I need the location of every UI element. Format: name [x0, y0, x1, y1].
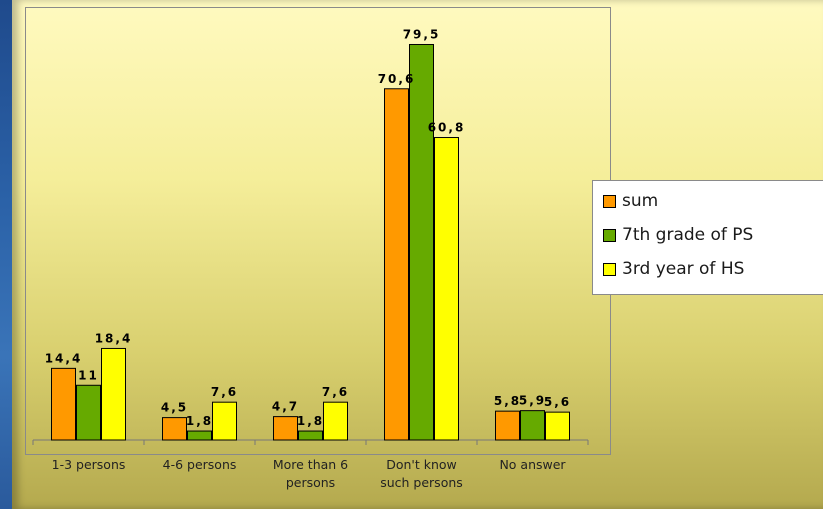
legend-item-sum: sum [603, 188, 658, 214]
chart-axes [32, 439, 589, 445]
legend-label-7th-grade: 7th grade of PS [622, 225, 754, 245]
legend-swatch-sum [603, 194, 616, 208]
x-tick-label-4-6-persons: 4-6 persons [163, 457, 237, 472]
x-tick-label-no-answer: No answer [499, 457, 566, 472]
x-tick-label-more-than-6-persons: More than 6 persons [273, 457, 348, 490]
bar-7th-grade-of-ps-don-t-know-such-persons [409, 43, 434, 441]
chart-x-tick-labels: 1-3 persons 4-6 persons More than 6 persons… [52, 457, 567, 490]
bar-sum-1-3-persons [51, 367, 76, 441]
bar-7th-grade-of-ps-more-than-6-persons [298, 430, 323, 441]
bar-3rd-year-of-hs-more-than-6-persons [323, 401, 348, 441]
chart-legend: sum 7th grade of PS 3rd year of HS [592, 180, 823, 295]
legend-swatch-3rd-year [603, 262, 616, 276]
chart-data-labels: 14,41118,44,51,87,64,71,87,670,679,560,8… [45, 27, 571, 428]
data-label-sum-no-answer: 5,8 [494, 394, 521, 408]
data-label-sum-more-than-6-persons: 4,7 [272, 400, 299, 414]
data-label-7th-grade-of-ps-no-answer: 5,9 [519, 394, 546, 408]
legend-label-sum: sum [622, 191, 659, 211]
data-label-3rd-year-of-hs-don-t-know-such-persons: 60,8 [428, 121, 466, 135]
bar-7th-grade-of-ps-1-3-persons [76, 384, 101, 441]
bar-7th-grade-of-ps-4-6-persons [187, 430, 212, 441]
bar-sum-4-6-persons [162, 417, 187, 441]
legend-swatch-7th-grade [603, 228, 616, 242]
data-label-3rd-year-of-hs-no-answer: 5,6 [544, 395, 571, 409]
bar-3rd-year-of-hs-1-3-persons [101, 347, 126, 441]
legend-label-3rd-year: 3rd year of HS [622, 259, 745, 279]
bar-3rd-year-of-hs-4-6-persons [212, 401, 237, 441]
data-label-7th-grade-of-ps-4-6-persons: 1,8 [186, 414, 213, 428]
chart-bars [51, 43, 570, 441]
data-label-7th-grade-of-ps-more-than-6-persons: 1,8 [297, 414, 324, 428]
bar-3rd-year-of-hs-don-t-know-such-persons [434, 137, 459, 441]
bar-3rd-year-of-hs-no-answer [545, 411, 570, 441]
data-label-sum-don-t-know-such-persons: 70,6 [378, 72, 416, 86]
legend-item-3rd-year: 3rd year of HS [603, 256, 744, 282]
data-label-3rd-year-of-hs-4-6-persons: 7,6 [211, 385, 238, 399]
bar-sum-no-answer [495, 410, 520, 441]
data-label-7th-grade-of-ps-1-3-persons: 11 [78, 368, 99, 382]
data-label-sum-4-6-persons: 4,5 [161, 401, 188, 415]
bar-sum-more-than-6-persons [273, 416, 298, 441]
data-label-3rd-year-of-hs-more-than-6-persons: 7,6 [322, 385, 349, 399]
data-label-7th-grade-of-ps-don-t-know-such-persons: 79,5 [403, 27, 441, 41]
legend-item-7th-grade: 7th grade of PS [603, 222, 753, 248]
x-tick-label-don-t-know-such-persons: Don't know such persons [380, 457, 463, 490]
x-tick-label-1-3-persons: 1-3 persons [52, 457, 126, 472]
bar-7th-grade-of-ps-no-answer [520, 410, 545, 441]
data-label-3rd-year-of-hs-1-3-persons: 18,4 [95, 331, 133, 345]
data-label-sum-1-3-persons: 14,4 [45, 351, 83, 365]
bar-sum-don-t-know-such-persons [384, 88, 409, 441]
